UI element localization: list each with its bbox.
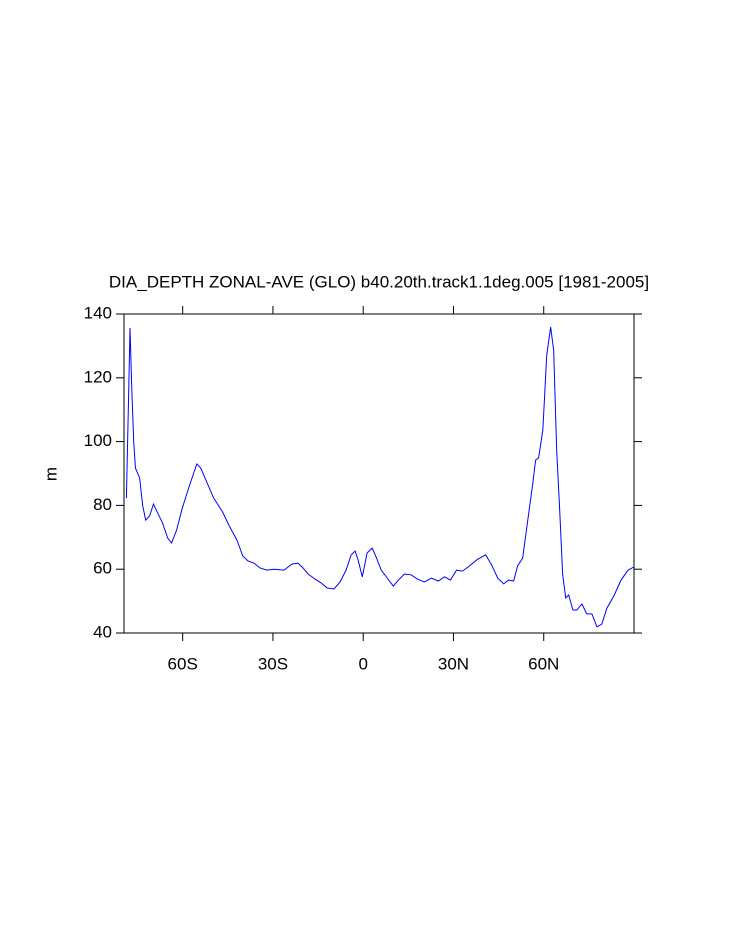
x-tick-label: 60S bbox=[168, 654, 198, 673]
x-tick-label: 30N bbox=[438, 654, 469, 673]
y-tick-label: 140 bbox=[84, 303, 112, 322]
plot-frame bbox=[123, 313, 635, 634]
data-line bbox=[125, 327, 635, 628]
x-tick-label: 60N bbox=[528, 654, 559, 673]
y-tick-label: 60 bbox=[93, 559, 112, 578]
y-tick-label: 120 bbox=[84, 367, 112, 386]
y-tick-label: 100 bbox=[84, 431, 112, 450]
y-tick-label: 80 bbox=[93, 495, 112, 514]
x-tick-label: 0 bbox=[358, 654, 367, 673]
y-axis-label: m bbox=[41, 467, 60, 481]
y-tick-label: 40 bbox=[93, 622, 112, 641]
chart-title: DIA_DEPTH ZONAL-AVE (GLO) b40.20th.track… bbox=[109, 272, 649, 291]
x-tick-label: 30S bbox=[258, 654, 288, 673]
